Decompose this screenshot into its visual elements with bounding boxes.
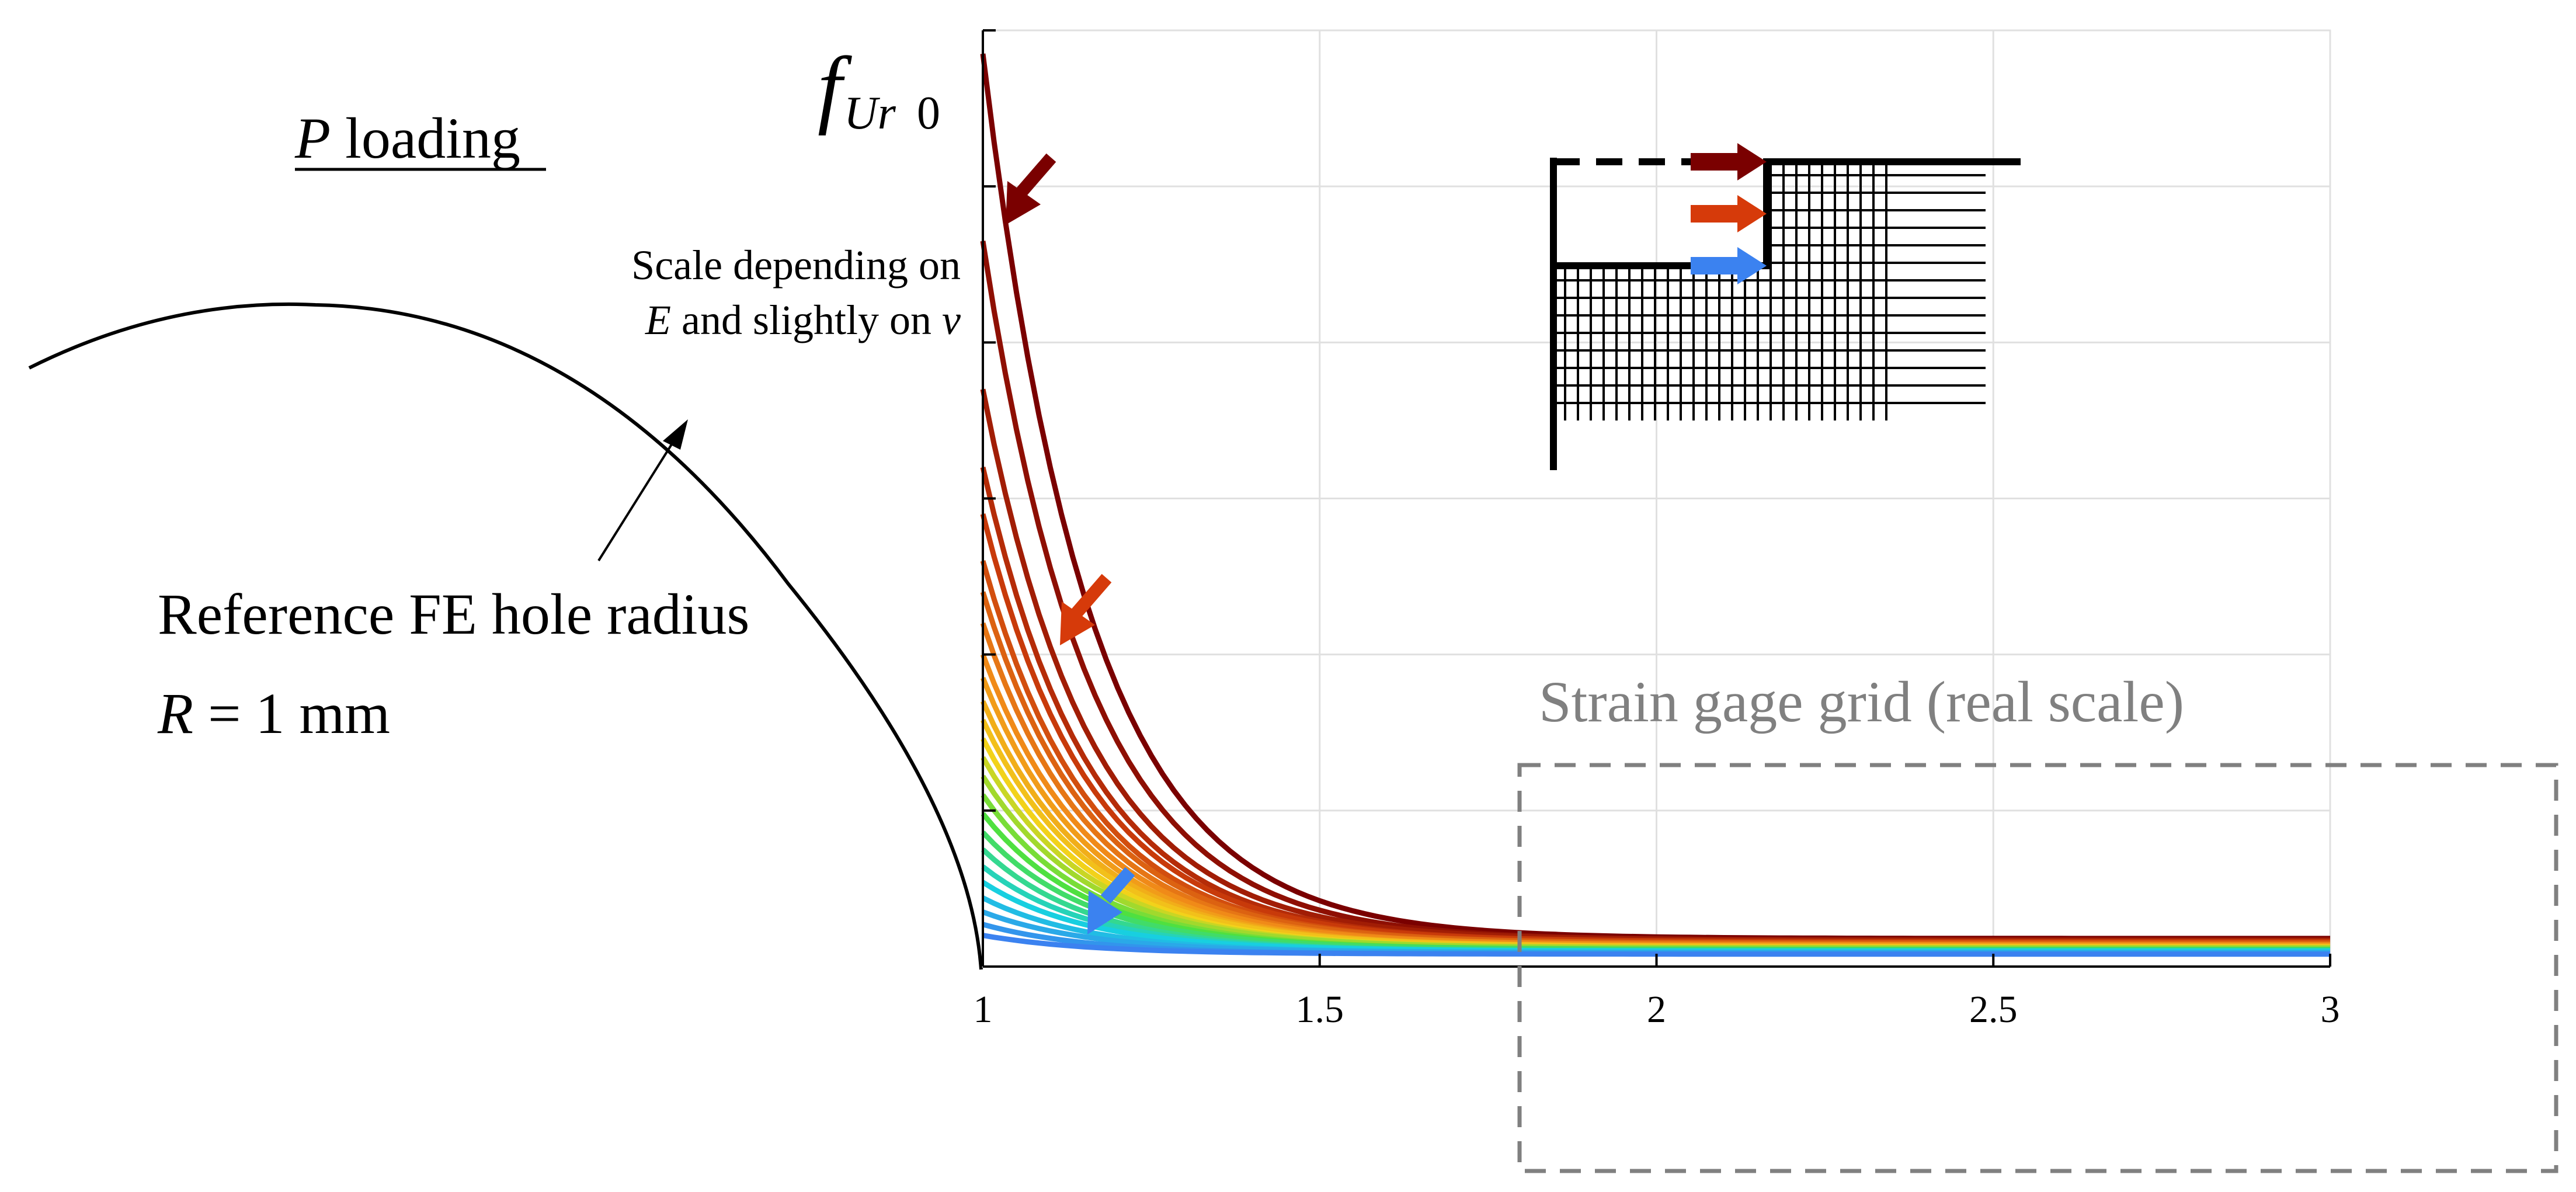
dark-red-arrow-icon <box>1006 153 1056 225</box>
blue-arrow-icon <box>1087 867 1135 934</box>
hole-radius-label: R = 1 mm <box>157 681 390 746</box>
plot-area: 1 1.5 2 2.5 3 <box>974 29 2340 1031</box>
x-tick-label: 1 <box>974 988 993 1031</box>
x-tick-label: 2 <box>1647 988 1666 1031</box>
ylabel-sub: Ur <box>844 88 896 139</box>
reference-hole-arc <box>28 302 983 970</box>
scale-note-line2: E and slightly on ν <box>645 297 961 343</box>
scale-note: Scale depending on E and slightly on ν <box>631 242 961 343</box>
reference-hole-label: Reference FE hole radius <box>158 582 749 647</box>
strain-gage-box <box>1517 763 2558 1173</box>
x-tick-labels: 1 1.5 2 2.5 3 <box>974 954 2340 1031</box>
strain-gage-label: Strain gage grid (real scale) <box>1539 669 2184 734</box>
x-tick-label: 2.5 <box>1969 988 2018 1031</box>
ylabel-sub2: 0 <box>917 88 940 139</box>
x-tick-label: 1.5 <box>1296 988 1344 1031</box>
loading-title: P loading <box>294 106 546 171</box>
loading-var: P <box>294 106 331 171</box>
svg-text:P loading: P loading <box>294 106 520 171</box>
y-axis-label: f Ur 0 <box>818 39 940 139</box>
gage-schematic <box>1550 143 2021 470</box>
red-arrow-icon <box>1060 574 1112 645</box>
x-tick-label: 3 <box>2321 988 2340 1031</box>
grid-lines <box>982 29 2331 968</box>
hole-pointer-arrow <box>597 419 688 562</box>
gage-hatch <box>1553 162 1986 420</box>
right-arrow-icon-red <box>1691 195 1767 232</box>
right-arrow-icon-blue <box>1691 247 1767 284</box>
scale-note-line1: Scale depending on <box>631 242 961 289</box>
loading-text: loading <box>331 106 520 171</box>
curve-family <box>980 53 2330 957</box>
right-arrow-icon-dark-red <box>1691 143 1767 180</box>
